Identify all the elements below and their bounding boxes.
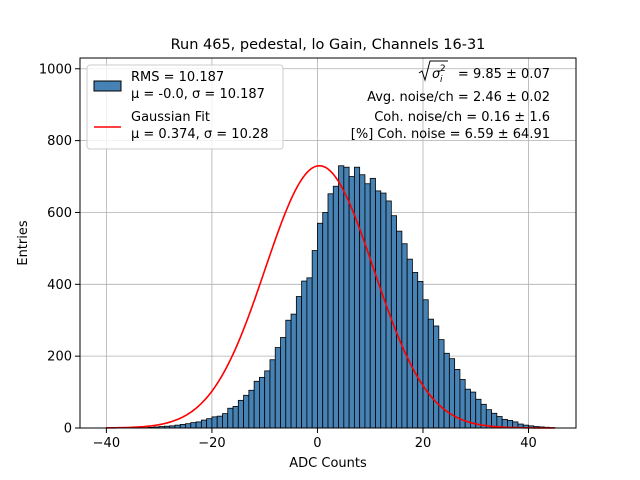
plot-frame — [79, 57, 577, 429]
legend-histogram-swatch — [93, 80, 122, 92]
histogram-bar — [385, 200, 392, 429]
histogram-bar — [243, 394, 250, 429]
histogram-bar — [406, 258, 413, 429]
histogram-bar — [259, 376, 266, 429]
histogram-bar — [311, 250, 318, 429]
histogram-bar — [433, 325, 440, 429]
x-axis-ticks: −40 −20 0 20 40 — [93, 428, 537, 451]
histogram-bar — [353, 166, 361, 429]
x-tick-label: −40 — [93, 436, 120, 451]
histogram-bar — [427, 318, 434, 429]
histogram-bar — [327, 193, 334, 429]
y-axis-label: Entries — [16, 220, 31, 266]
histogram-bar — [285, 319, 292, 429]
histogram-bar — [422, 299, 429, 429]
histogram-bar — [417, 281, 424, 429]
histogram-bar — [179, 424, 186, 429]
histogram-bar — [269, 359, 276, 429]
svg-text:2: 2 — [440, 64, 446, 74]
histogram-bar — [280, 337, 287, 429]
histogram-bar — [232, 406, 239, 429]
histogram-bar — [322, 212, 329, 429]
chart-title: Run 465, pedestal, lo Gain, Channels 16-… — [171, 37, 486, 53]
histogram-bar — [412, 272, 419, 429]
annotation-coh-noise-percent: [%] Coh. noise = 6.59 ± 64.91 — [351, 127, 550, 142]
annotation-coh-noise: Coh. noise/ch = 0.16 ± 1.6 — [374, 110, 550, 125]
histogram-bar — [332, 185, 339, 429]
histogram-bar — [227, 407, 234, 429]
histogram-bar — [206, 418, 213, 429]
noise-annotations: σ 2 i = 9.85 ± 0.07 Avg. noise/ch = 2.46… — [351, 60, 550, 142]
sqrt-sigma-symbol: σ 2 i — [418, 60, 448, 85]
histogram-bar — [222, 413, 229, 429]
y-tick-label: 800 — [47, 134, 72, 149]
histogram-bar — [338, 165, 345, 429]
histogram-bar — [359, 174, 366, 429]
svg-text:i: i — [440, 75, 443, 85]
legend-histogram-stats: μ = -0.0, σ = 10.187 — [131, 87, 265, 102]
legend-histogram-label: RMS = 10.187 — [131, 70, 224, 85]
y-tick-label: 400 — [47, 278, 72, 293]
y-tick-label: 600 — [47, 206, 72, 221]
histogram-bar — [443, 352, 450, 429]
y-axis-ticks: 0 200 400 600 800 1000 — [39, 62, 80, 437]
x-axis-label: ADC Counts — [289, 456, 367, 471]
histogram-bar — [253, 380, 260, 429]
histogram-bar — [364, 183, 371, 429]
histogram-bar — [200, 419, 208, 429]
legend-box — [86, 64, 284, 150]
histogram-bar — [185, 423, 192, 429]
histogram-bar — [448, 358, 456, 429]
annotation-avg-noise: Avg. noise/ch = 2.46 ± 0.02 — [367, 90, 550, 105]
histogram-bar — [264, 370, 271, 429]
histogram-bar — [375, 190, 382, 429]
y-tick-label: 1000 — [39, 62, 72, 77]
histogram-bar — [317, 222, 324, 429]
histogram-bar — [401, 243, 408, 429]
x-tick-label: 40 — [520, 436, 537, 451]
histogram-bar — [380, 192, 387, 429]
histogram-bar — [248, 389, 255, 429]
histogram-bar — [396, 230, 403, 429]
histogram-bar — [237, 399, 244, 429]
gaussian-fit-curve — [106, 164, 555, 429]
svg-text:σ: σ — [432, 67, 441, 82]
x-tick-label: 0 — [313, 436, 321, 451]
histogram-bar — [274, 347, 281, 429]
histogram-bar — [343, 166, 350, 429]
x-tick-label: 20 — [415, 436, 432, 451]
histogram-bar — [190, 422, 197, 429]
histogram-bar — [216, 415, 223, 429]
y-tick-label: 200 — [47, 350, 72, 365]
x-tick-label: −20 — [198, 436, 225, 451]
histogram-bar — [195, 421, 202, 429]
histogram-bar — [295, 296, 303, 429]
histogram-bar — [301, 280, 308, 429]
histogram-bar — [290, 313, 297, 429]
histogram-bar — [211, 416, 218, 429]
annotation-sum-sigma: = 9.85 ± 0.07 — [458, 67, 550, 82]
histogram-bar — [369, 177, 376, 429]
y-tick-label: 0 — [64, 422, 72, 437]
legend: RMS = 10.187 μ = -0.0, σ = 10.187 Gaussi… — [86, 64, 284, 150]
legend-fit-stats: μ = 0.374, σ = 10.28 — [131, 127, 269, 142]
legend-fit-label: Gaussian Fit — [131, 110, 210, 125]
histogram-bar — [438, 339, 445, 429]
histogram-bars — [105, 165, 556, 429]
histogram-bar — [306, 277, 313, 429]
